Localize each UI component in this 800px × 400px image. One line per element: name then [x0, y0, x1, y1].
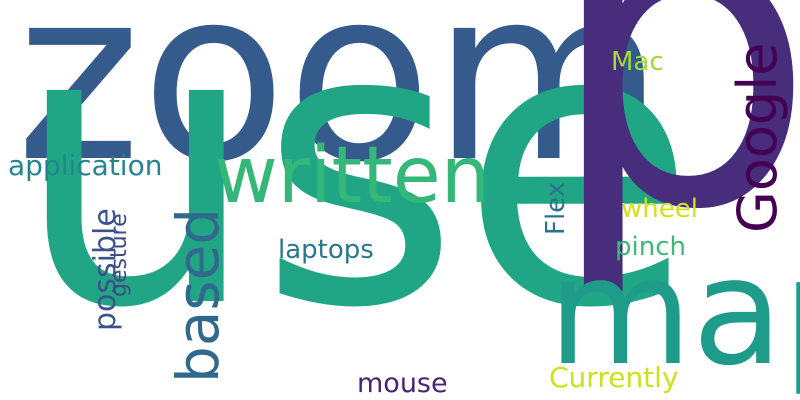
word-laptops: laptops [278, 235, 374, 265]
word-written: written [214, 131, 491, 221]
word-pinch: pinch [615, 232, 686, 262]
word-mac: Mac [611, 47, 664, 77]
word-zoom: zoom [16, 0, 664, 215]
word-p: p [545, 0, 800, 303]
word-wheel: wheel [621, 194, 698, 224]
word-google: Google [726, 42, 789, 233]
word-map: map [548, 226, 800, 398]
word-gesture: gesture [107, 213, 132, 297]
word-mouse: mouse [357, 368, 448, 399]
word-flex: Flex [541, 181, 571, 235]
word-application: application [8, 149, 163, 182]
word-based: based [164, 207, 232, 383]
word-use: use [14, 0, 698, 393]
word-currently: Currently [549, 361, 679, 394]
